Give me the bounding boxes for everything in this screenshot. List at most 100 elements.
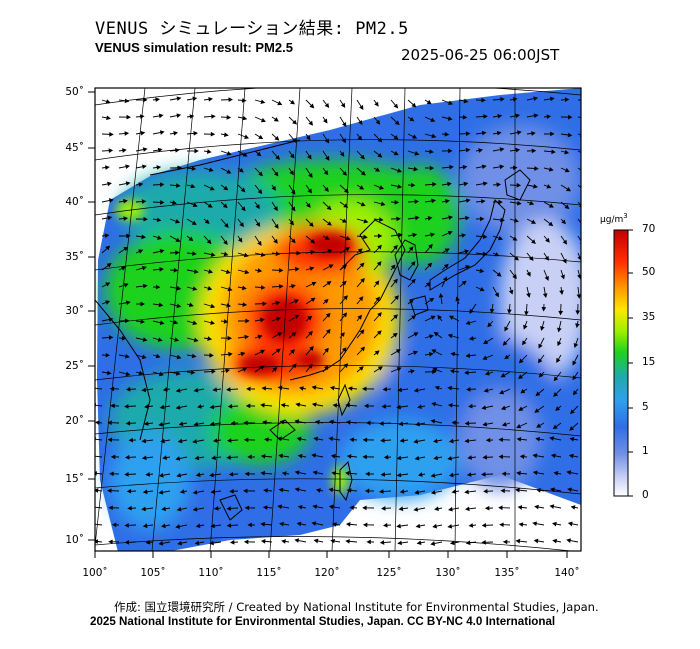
wind-vector-head	[308, 330, 313, 336]
wind-vector-head	[95, 420, 100, 425]
wind-vector-head	[106, 370, 112, 376]
wind-vector-head	[416, 540, 422, 546]
wind-vector-head	[345, 235, 351, 241]
wind-vector-head	[157, 235, 162, 240]
wind-vector-head	[158, 421, 163, 427]
wind-vector-head	[309, 345, 314, 351]
wind-vector-head	[177, 165, 182, 171]
wind-vector-head	[447, 230, 453, 236]
wind-vector-head	[550, 96, 555, 102]
wind-vector-head	[461, 233, 467, 238]
wind-vector-head	[564, 149, 570, 155]
wind-vector-head	[264, 437, 269, 442]
wind-vector-head	[396, 472, 402, 478]
wind-vector-head	[393, 244, 398, 250]
wind-vector-head	[504, 354, 510, 360]
wind-vector-head	[309, 266, 315, 271]
wind-vector-head	[544, 275, 549, 281]
wind-vector-head	[364, 403, 369, 409]
wind-vector-head	[359, 185, 365, 190]
wind-vector-head	[414, 151, 420, 156]
map-field	[95, 88, 589, 551]
wind-vector-head	[567, 132, 573, 138]
wind-vector-head	[210, 320, 216, 325]
wind-vector-head	[341, 347, 347, 353]
wind-vector-head	[311, 521, 317, 526]
wind-vector-head	[158, 489, 164, 495]
wind-vector-head	[362, 505, 367, 511]
wind-vector-head	[345, 419, 351, 425]
wind-vector-head	[226, 169, 232, 174]
wind-vector-head	[517, 505, 523, 510]
wind-vector-head	[125, 181, 131, 186]
wind-vector-head	[397, 168, 402, 173]
wind-vector-head	[538, 343, 543, 349]
wind-vector-head	[448, 148, 453, 154]
wind-vector-head	[311, 385, 317, 390]
wind-vector-head	[415, 421, 420, 427]
wind-vector-head	[223, 319, 229, 324]
wind-vector-head	[193, 421, 199, 427]
wind-vector	[577, 150, 581, 154]
wind-vector-head	[194, 540, 200, 546]
wind-vector-head	[523, 324, 528, 330]
wind-vector-head	[277, 436, 282, 442]
wind-vector-head	[110, 403, 115, 409]
wind-vector-head	[226, 115, 232, 120]
wind-vector-head	[536, 423, 542, 428]
wind-vector-head	[465, 131, 471, 137]
wind-vector-head	[192, 251, 197, 256]
wind-vector-head	[502, 539, 508, 545]
wind-vector-head	[429, 297, 435, 303]
wind-vector-head	[558, 310, 564, 316]
wind-vector-head	[345, 521, 351, 527]
wind-vector-head	[178, 421, 184, 427]
wind-vector-head	[260, 252, 266, 257]
wind-vector	[95, 455, 103, 458]
wind-vector-head	[546, 114, 552, 119]
wind-vector-head	[516, 182, 522, 188]
wind-vector-head	[576, 294, 581, 299]
wind-vector-head	[343, 363, 349, 369]
wind-vector-head	[294, 299, 299, 304]
wind-vector-head	[121, 335, 127, 341]
wind-vector-head	[140, 130, 146, 136]
wind-vector-head	[259, 365, 265, 370]
wind-vector-head	[469, 308, 474, 314]
wind-vector-head	[190, 183, 196, 189]
wind-vector-head	[432, 438, 438, 444]
wind-vector-head	[481, 523, 487, 528]
wind-vector-head	[550, 487, 555, 493]
wind-vector-head	[138, 249, 144, 254]
wind-vector-head	[434, 385, 440, 391]
wind-vector-head	[449, 368, 455, 374]
wind-vector-head	[109, 471, 114, 477]
wind-vector-head	[273, 238, 278, 244]
wind-vector-head	[483, 114, 488, 119]
wind-vector-head	[479, 287, 485, 292]
wind-vector-head	[362, 454, 367, 460]
wind-vector-head	[255, 222, 261, 227]
wind-vector-head	[108, 505, 113, 511]
wind-vector-head	[143, 97, 148, 103]
wind-vector-head	[158, 302, 164, 308]
wind-vector-head	[487, 322, 493, 328]
wind-vector-head	[379, 185, 384, 190]
wind-vector-head	[325, 312, 331, 318]
wind-vector-head	[481, 164, 487, 170]
wind-vector-head	[346, 488, 352, 493]
wind-vector-head	[432, 523, 437, 529]
wind-vector-head	[500, 96, 505, 102]
wind-vector-head	[140, 301, 145, 307]
colorbar	[613, 229, 633, 497]
wind-vector-head	[342, 170, 347, 176]
wind-vector-head	[105, 165, 110, 170]
wind-vector-head	[260, 285, 266, 290]
wind-vector	[577, 218, 581, 224]
wind-vector	[95, 404, 103, 407]
wind-vector-head	[485, 437, 491, 443]
wind-vector-head	[262, 301, 267, 307]
wind-vector-head	[143, 216, 148, 222]
colorbar-unit: μg/m3	[600, 212, 628, 225]
wind-vector-head	[586, 99, 589, 102]
